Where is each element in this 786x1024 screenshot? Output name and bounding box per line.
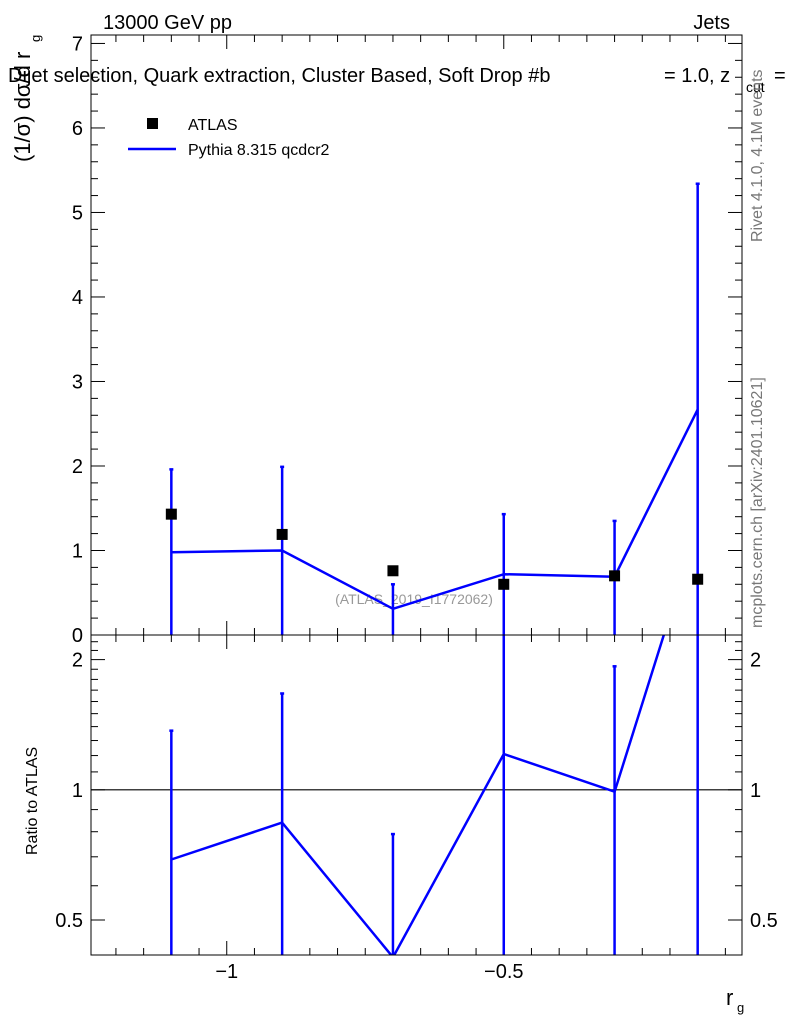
main-ytick-label: 3 [72, 371, 83, 393]
atlas-data-point [609, 570, 621, 582]
header-energy: 13000 GeV pp [103, 12, 232, 34]
analysis-watermark: (ATLAS_2019_I1772062) [335, 591, 493, 607]
ratio-ytick-label-right: 1 [750, 780, 761, 802]
atlas-data-point [165, 508, 177, 520]
ratio-ytick-label-right: 0.5 [750, 910, 778, 932]
main-ytick-label: 1 [72, 540, 83, 562]
main-data-marks [165, 182, 704, 635]
ratio-frame [90, 634, 743, 956]
atlas-data-point [498, 578, 510, 590]
legend-mc-label: Pythia 8.315 qcdcr2 [188, 142, 330, 159]
x-tick-label: −0.5 [484, 961, 523, 983]
header-category: Jets [693, 12, 730, 34]
plot-title-beta: = 1.0, z [664, 65, 730, 87]
plot-title-zcut-sub: cut [746, 79, 765, 95]
mc-series-line [171, 408, 699, 611]
ratio-ytick-label: 2 [72, 650, 83, 672]
rivet-version: Rivet 4.1.0, 4.1M events [749, 69, 766, 242]
main-ytick-label: 7 [72, 33, 83, 55]
ratio-data-marks [169, 635, 699, 955]
main-ytick-label: 2 [72, 456, 83, 478]
main-ytick-label: 5 [72, 202, 83, 224]
main-ytick-label: 6 [72, 118, 83, 140]
atlas-data-point [692, 573, 704, 585]
main-ytick-label: 0 [72, 625, 83, 647]
ratio-series-line [170, 635, 666, 955]
ratio-axes: −1 −0.5 0.5 0.5 1 1 2 2 [55, 635, 778, 983]
main-ylabel: (1/σ) dσ/d r [10, 52, 35, 162]
atlas-data-point [276, 528, 288, 540]
legend-data-label: ATLAS [188, 117, 238, 134]
plot-title: Dijet selection, Quark extraction, Clust… [8, 65, 550, 87]
ratio-ytick-label: 0.5 [55, 910, 83, 932]
x-axis-label-sub: g [737, 1000, 744, 1015]
main-ytick-label: 4 [72, 287, 83, 309]
ratio-ylabel: Ratio to ATLAS [24, 747, 41, 855]
x-axis-label: r [726, 985, 733, 1010]
ratio-ytick-label-right: 2 [750, 650, 761, 672]
atlas-data-point [387, 565, 399, 577]
plot-title-zcut-eq: = [774, 65, 786, 87]
legend-data-marker [147, 118, 158, 129]
x-tick-label: −1 [215, 961, 238, 983]
main-ylabel-sub: g [28, 35, 43, 42]
ratio-ytick-label: 1 [72, 780, 83, 802]
mcplots-credit: mcplots.cern.ch [arXiv:2401.10621] [749, 377, 766, 628]
